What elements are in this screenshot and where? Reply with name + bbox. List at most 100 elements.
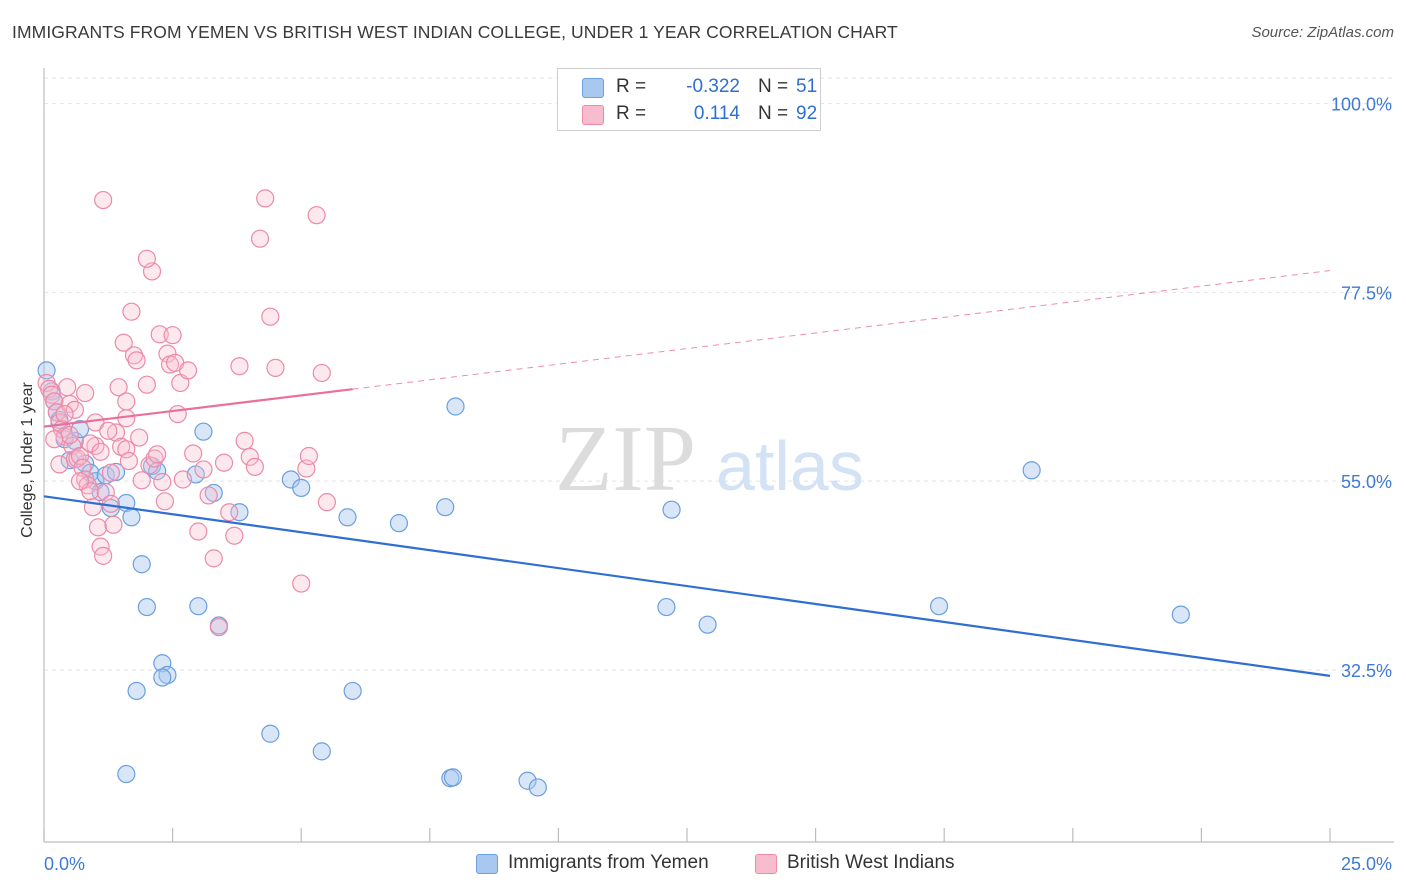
point-bwi <box>299 446 319 466</box>
point-yemen <box>292 478 311 497</box>
point-bwi <box>240 447 259 466</box>
point-yemen <box>37 361 56 380</box>
point-bwi <box>148 445 167 464</box>
legend-n-value: 51 <box>796 76 818 97</box>
point-bwi <box>68 449 87 468</box>
grid-lines <box>44 77 1394 671</box>
point-bwi <box>106 423 126 442</box>
point-yemen <box>312 742 331 761</box>
point-bwi <box>101 463 120 482</box>
point-yemen <box>117 764 136 784</box>
y-tick-label: 77.5% <box>1341 283 1392 303</box>
point-yemen <box>261 724 280 743</box>
point-yemen <box>436 498 455 517</box>
point-bwi <box>225 526 244 545</box>
watermark-zip: ZIP <box>555 407 696 511</box>
legend-swatch-yemen <box>582 78 604 98</box>
point-yemen <box>132 555 151 574</box>
point-bwi <box>137 249 156 268</box>
point-bwi <box>199 486 218 505</box>
legend-r-label: R = <box>616 103 647 124</box>
point-yemen <box>127 681 146 701</box>
point-bwi <box>137 375 156 394</box>
point-bwi <box>204 549 223 568</box>
y-tick-label: 32.5% <box>1341 661 1392 681</box>
point-bwi <box>214 453 234 472</box>
point-bwi <box>96 482 115 502</box>
point-yemen <box>122 508 141 527</box>
legend-label-yemen: Immigrants from Yemen <box>508 852 709 873</box>
point-bwi <box>250 229 270 248</box>
chart-title: IMMIGRANTS FROM YEMEN VS BRITISH WEST IN… <box>12 22 898 42</box>
point-yemen <box>343 681 362 701</box>
point-bwi <box>266 358 285 377</box>
trend-line-bwi <box>43 388 353 428</box>
point-bwi <box>70 472 90 491</box>
y-tick-label: 100.0% <box>1331 95 1392 115</box>
point-yemen <box>446 397 465 416</box>
legend-swatch-bwi <box>755 854 777 874</box>
point-bwi <box>184 444 203 463</box>
point-yemen <box>698 615 717 634</box>
point-yemen <box>137 597 156 617</box>
point-yemen <box>528 778 547 797</box>
point-bwi <box>112 437 131 456</box>
legend-swatch-bwi <box>582 105 604 125</box>
point-bwi <box>109 378 128 397</box>
point-bwi <box>114 333 133 352</box>
point-bwi <box>50 455 69 474</box>
point-bwi <box>307 206 326 225</box>
point-bwi <box>76 383 95 403</box>
point-yemen <box>158 665 177 685</box>
x-tick-label: 25.0% <box>1341 854 1392 874</box>
point-yemen <box>189 597 208 616</box>
legend-n-value: 92 <box>796 103 818 124</box>
point-bwi <box>45 392 64 411</box>
data-points <box>37 189 1190 797</box>
point-bwi <box>58 378 77 397</box>
trend-line-bwi-extension <box>352 270 1331 390</box>
point-bwi <box>119 451 138 471</box>
point-bwi <box>261 307 280 326</box>
point-bwi <box>88 518 108 537</box>
trend-line-yemen <box>43 495 1331 677</box>
y-axis-label: College, Under 1 year <box>19 382 36 538</box>
point-bwi <box>163 326 182 345</box>
point-bwi <box>230 357 249 376</box>
point-yemen <box>1171 605 1190 624</box>
point-bwi <box>60 425 79 445</box>
watermark-atlas: atlas <box>716 427 864 505</box>
point-bwi <box>55 404 74 424</box>
point-bwi <box>122 302 141 321</box>
point-yemen <box>106 462 126 482</box>
point-bwi <box>189 522 208 541</box>
point-yemen <box>443 768 463 787</box>
point-bwi <box>70 446 90 466</box>
point-bwi <box>117 440 136 459</box>
point-bwi <box>130 428 149 447</box>
point-bwi <box>209 618 228 637</box>
point-bwi <box>91 442 110 461</box>
point-yemen <box>230 503 249 522</box>
point-yemen <box>662 500 681 519</box>
point-bwi <box>45 430 64 449</box>
point-bwi <box>99 421 118 440</box>
point-yemen <box>389 514 409 533</box>
legend-n-label: N = <box>758 103 789 124</box>
point-bwi <box>73 458 92 477</box>
tick-labels: 100.0% 77.5% 55.0% 32.5% 0.0% 25.0% <box>44 95 1392 874</box>
correlation-legend: R = -0.322 N = 51 R = 0.114 N = 92 <box>557 68 821 131</box>
point-bwi <box>86 436 105 456</box>
point-yemen <box>194 422 213 441</box>
point-yemen <box>518 771 537 790</box>
point-bwi <box>132 471 151 490</box>
point-bwi <box>158 344 177 363</box>
point-yemen <box>204 483 223 503</box>
point-bwi <box>235 431 254 450</box>
point-bwi <box>65 400 84 419</box>
point-bwi <box>124 346 144 365</box>
y-tick-label: 55.0% <box>1341 472 1392 492</box>
point-bwi <box>94 546 113 565</box>
point-bwi <box>173 470 192 489</box>
